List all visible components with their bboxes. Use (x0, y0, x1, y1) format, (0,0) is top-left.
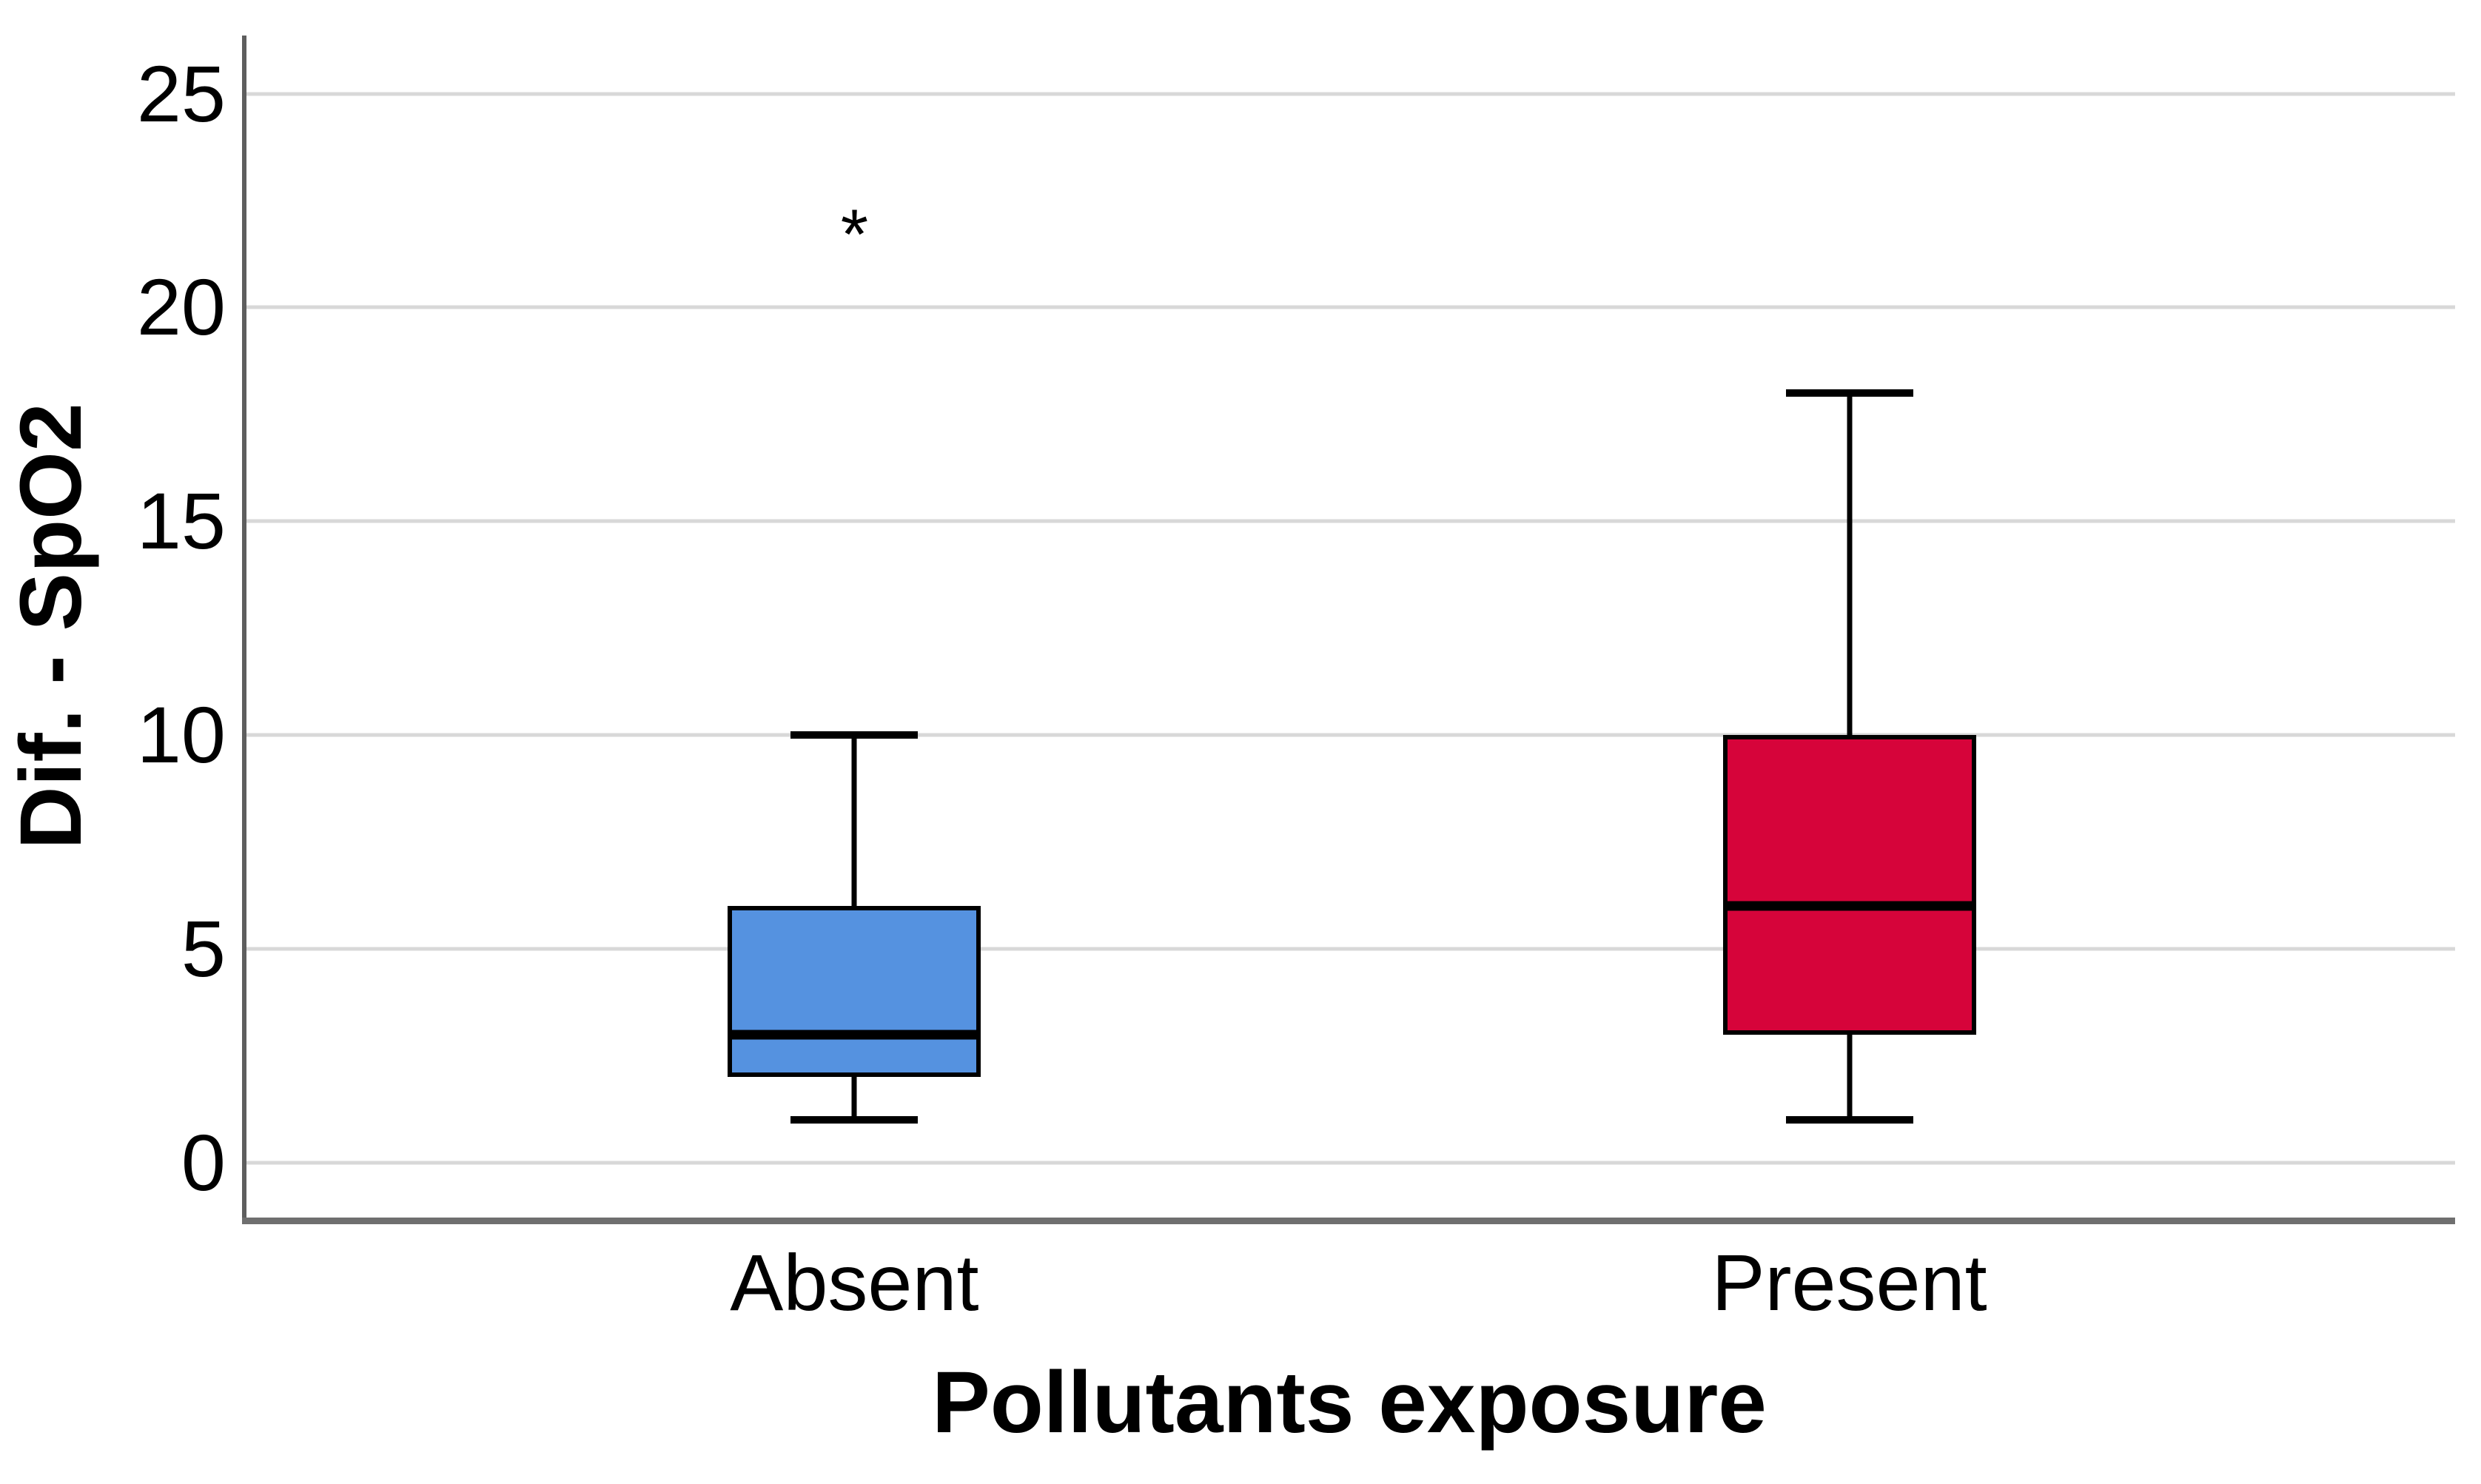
lower-whisker-cap-absent (790, 1116, 919, 1124)
median-line-absent (728, 1030, 981, 1040)
gridline-y-15 (244, 519, 2455, 523)
y-tick-label-0: 0 (181, 1118, 226, 1208)
y-tick-label-5: 5 (181, 904, 226, 994)
lower-whisker-cap-present (1785, 1116, 1913, 1124)
category-label-present: Present (1711, 1238, 1987, 1327)
category-labels: Absent Present (244, 1241, 2455, 1324)
gridline-y-10 (244, 733, 2455, 737)
lower-whisker-absent (851, 1077, 857, 1121)
upper-whisker-cap-present (1785, 389, 1913, 397)
lower-whisker-present (1847, 1034, 1853, 1121)
y-tick-label-15: 15 (136, 476, 226, 566)
gridline-y-0 (244, 1161, 2455, 1165)
x-axis-title: Pollutants exposure (932, 1354, 1767, 1451)
upper-whisker-absent (851, 735, 857, 907)
upper-whisker-present (1847, 393, 1853, 736)
y-tick-label-25: 25 (136, 48, 226, 138)
y-tick-labels: 0 5 10 15 20 25 (0, 36, 226, 1218)
category-label-absent: Absent (730, 1238, 979, 1327)
gridline-y-20 (244, 305, 2455, 309)
gridline-y-25 (244, 92, 2455, 96)
box-present (1722, 735, 1976, 1035)
upper-whisker-cap-absent (790, 731, 919, 739)
y-axis-line (242, 36, 246, 1218)
y-tick-label-10: 10 (136, 690, 226, 780)
outlier-star-absent-22: * (840, 195, 869, 275)
median-line-present (1722, 901, 1976, 911)
plot-area: * (244, 36, 2455, 1218)
y-axis-title: Dif. - SpO2 (2, 403, 100, 850)
gridline-y-5 (244, 947, 2455, 951)
x-axis-line (242, 1218, 2455, 1224)
box-absent (728, 906, 981, 1078)
y-tick-label-20: 20 (136, 262, 226, 352)
